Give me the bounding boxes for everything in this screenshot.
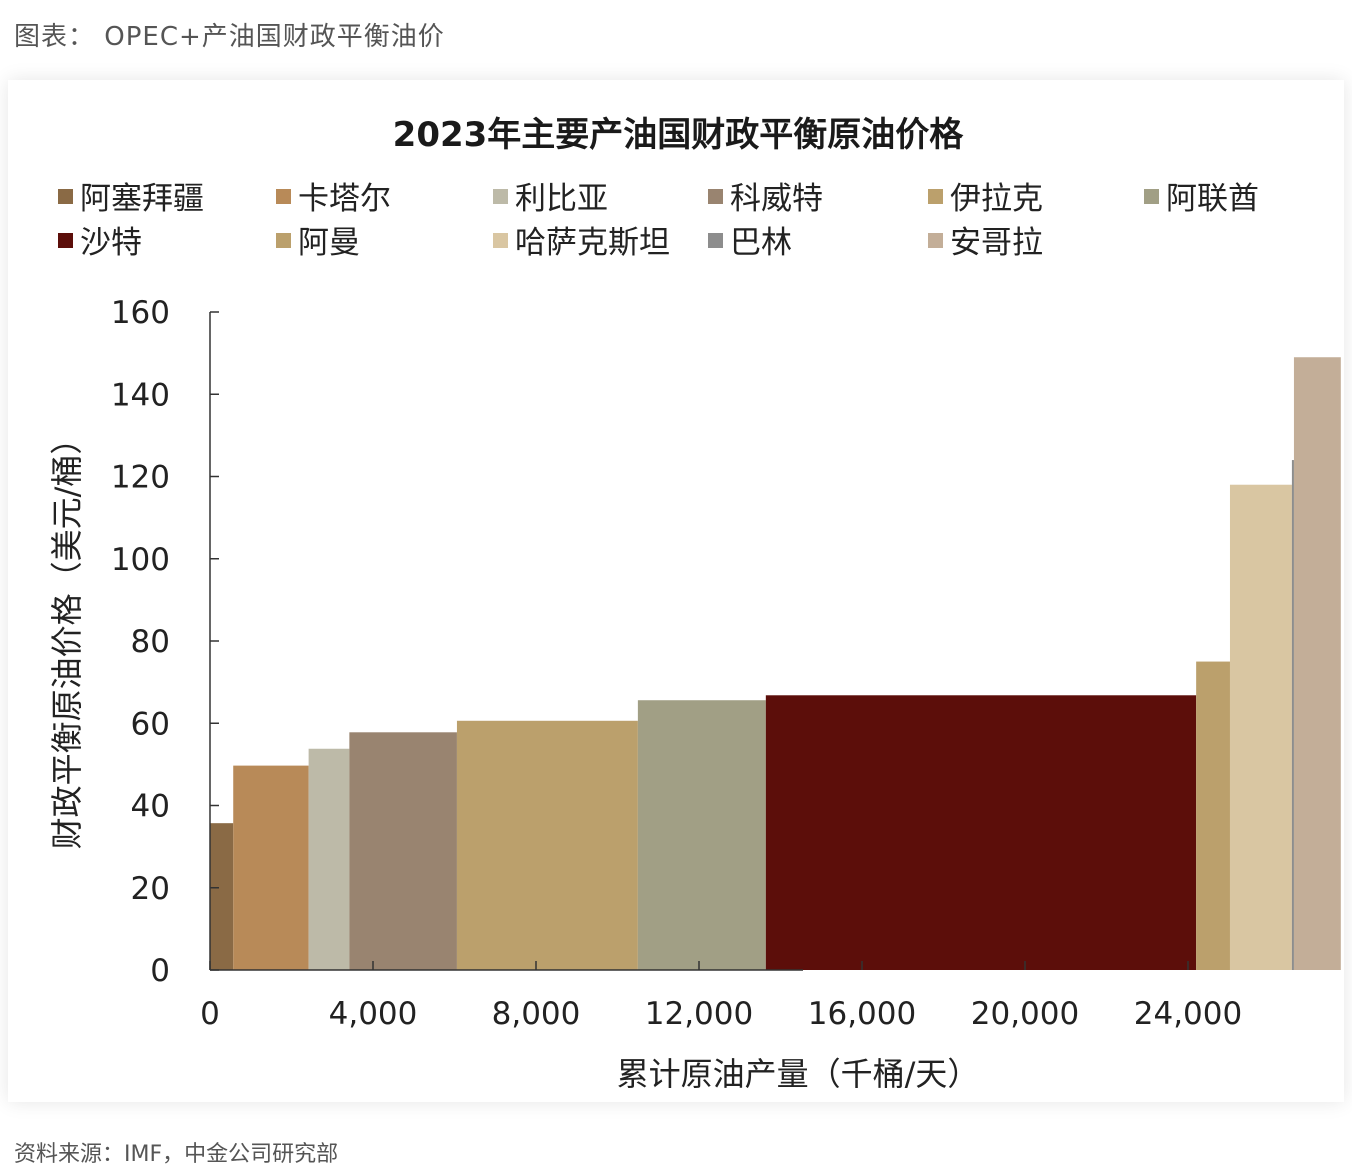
bar-4 xyxy=(349,732,457,970)
bar-9 xyxy=(1229,484,1292,970)
legend-swatch xyxy=(928,189,943,204)
x-tick-label: 0 xyxy=(200,996,220,1032)
legend-swatch xyxy=(58,233,73,248)
x-tick-label: 12,000 xyxy=(645,996,753,1032)
legend-label: 卡塔尔 xyxy=(298,181,391,217)
bar-6 xyxy=(637,700,766,970)
legend-label: 阿联酋 xyxy=(1166,181,1259,217)
x-tick-label: 24,000 xyxy=(1134,996,1242,1032)
legend-swatch xyxy=(58,189,73,204)
bar-2 xyxy=(233,765,309,970)
axes-group: 0 20 40 60 80 100 120 140 160 0 4,000 8,000 12,000 16… xyxy=(111,295,1242,1032)
figure-caption: 图表： OPEC+产油国财政平衡油价 xyxy=(14,22,445,52)
y-tick-label: 140 xyxy=(111,377,170,413)
y-tick-label: 120 xyxy=(111,460,170,496)
x-tick-label: 16,000 xyxy=(808,996,916,1032)
legend-swatch xyxy=(1144,189,1159,204)
x-tick-label: 4,000 xyxy=(329,996,418,1032)
y-tick-label: 60 xyxy=(131,706,170,742)
bar-8 xyxy=(1196,661,1230,970)
legend-swatch xyxy=(276,233,291,248)
legend-swatch xyxy=(708,233,723,248)
legend-label: 阿曼 xyxy=(298,225,360,261)
legend-label: 科威特 xyxy=(730,181,823,217)
legend-label: 巴林 xyxy=(730,225,792,261)
legend-label: 伊拉克 xyxy=(950,181,1043,217)
bar-7 xyxy=(765,695,1197,970)
legend-swatch xyxy=(708,189,723,204)
x-axis-label: 累计原油产量（千桶/天） xyxy=(617,1055,980,1093)
x-tick-label: 20,000 xyxy=(971,996,1079,1032)
bar-11 xyxy=(1293,357,1341,970)
x-tick-label: 8,000 xyxy=(492,996,581,1032)
y-tick-label: 100 xyxy=(111,542,170,578)
legend-label: 安哥拉 xyxy=(950,225,1043,261)
bar-1 xyxy=(210,823,234,970)
legend-label: 利比亚 xyxy=(515,181,608,217)
chart-svg: 2023年主要产油国财政平衡原油价格 阿塞拜疆 卡塔尔 利比亚 科威特 伊拉克 阿联酋沙特… xyxy=(48,115,1341,1093)
y-tick-label: 160 xyxy=(111,295,170,331)
legend-label: 阿塞拜疆 xyxy=(80,181,204,217)
bar-group xyxy=(210,357,1341,970)
legend-swatch xyxy=(493,233,508,248)
y-tick-label: 80 xyxy=(131,624,170,660)
y-tick-label: 0 xyxy=(150,953,170,989)
legend-swatch xyxy=(276,189,291,204)
chart-panel: 2023年主要产油国财政平衡原油价格 阿塞拜疆 卡塔尔 利比亚 科威特 伊拉克 阿联酋沙特… xyxy=(8,80,1344,1102)
legend-label: 哈萨克斯坦 xyxy=(515,225,670,261)
legend-swatch xyxy=(928,233,943,248)
bar-10 xyxy=(1291,460,1294,970)
chart-title: 2023年主要产油国财政平衡原油价格 xyxy=(393,115,965,155)
source-note: 资料来源：IMF，中金公司研究部 xyxy=(14,1142,339,1167)
bar-3 xyxy=(308,748,350,970)
legend-label: 沙特 xyxy=(80,225,142,261)
legend-swatch xyxy=(493,189,508,204)
y-tick-label: 40 xyxy=(131,789,170,825)
bar-5 xyxy=(456,720,638,970)
y-axis-label: 财政平衡原油价格（美元/桶） xyxy=(48,423,86,850)
y-tick-label: 20 xyxy=(131,871,170,907)
